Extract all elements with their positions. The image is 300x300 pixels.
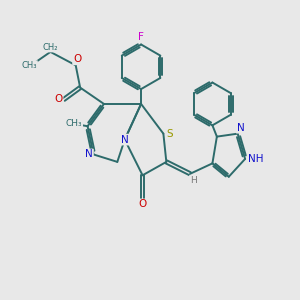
Text: CH₂: CH₂	[43, 43, 58, 52]
Text: CH₃: CH₃	[66, 119, 82, 128]
Text: N: N	[85, 149, 93, 160]
Text: H: H	[190, 176, 196, 185]
Text: O: O	[54, 94, 63, 104]
Text: N: N	[237, 123, 244, 133]
Text: N: N	[121, 135, 129, 145]
Text: F: F	[138, 32, 144, 42]
Text: NH: NH	[248, 154, 263, 164]
Text: O: O	[138, 200, 147, 209]
Text: O: O	[73, 54, 81, 64]
Text: S: S	[167, 129, 173, 139]
Text: CH₃: CH₃	[22, 61, 38, 70]
